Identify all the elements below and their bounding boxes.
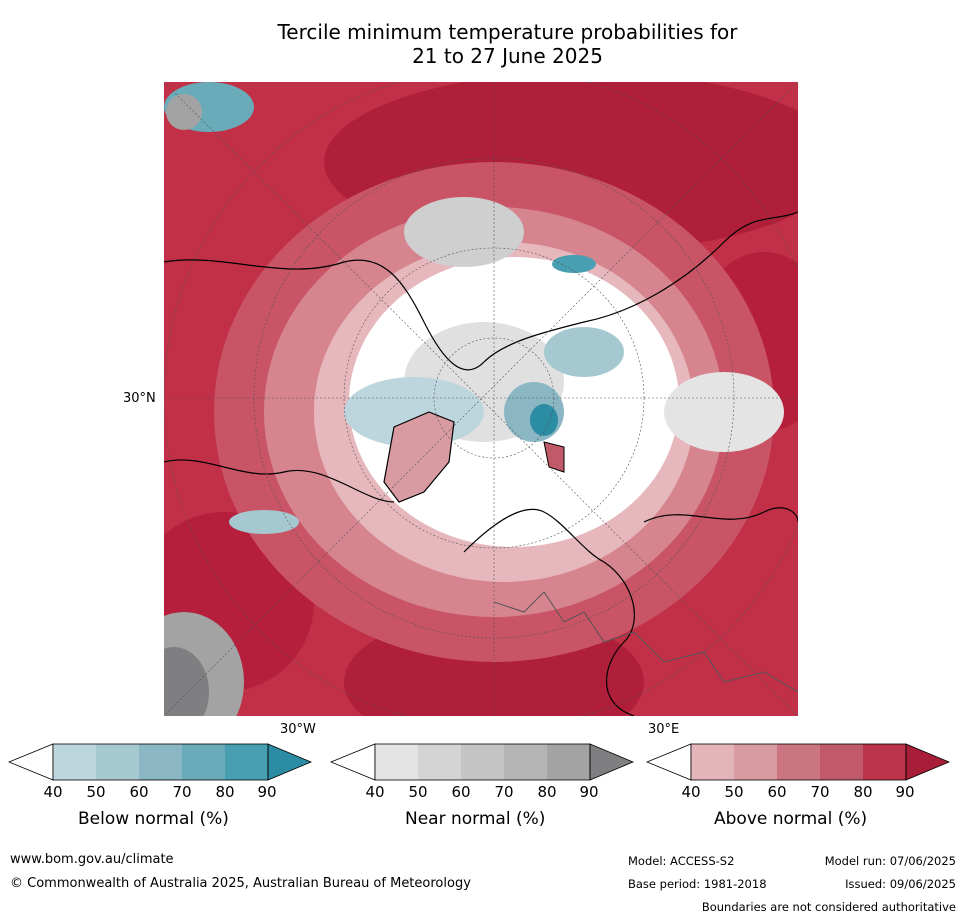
longitude-label-30w: 30°W	[280, 722, 316, 737]
tick-label: 80	[537, 783, 557, 801]
footer-base-period: Base period: 1981-2018	[628, 877, 767, 891]
footer-model-run: Model run: 07/06/2025	[824, 854, 956, 868]
legend-near-normal: 40 50 60 70 80 90 Near normal (%)	[330, 743, 635, 833]
graticule-meridian-diagonal-2	[164, 82, 798, 716]
coastline-north	[164, 211, 798, 371]
title-line-2: 21 to 27 June 2025	[412, 44, 603, 68]
colorbar-segment	[375, 744, 418, 780]
near-normal-strong-southwest	[164, 647, 209, 716]
legend-below-normal: 40 50 60 70 80 90 Below normal (%)	[8, 743, 313, 833]
colorbar-outline	[374, 743, 591, 781]
tick-label: 80	[853, 783, 873, 801]
colorbar-segment	[691, 744, 734, 780]
footer-url: www.bom.gov.au/climate	[10, 852, 174, 867]
colorbar-segment	[418, 744, 461, 780]
coastline-west	[164, 459, 395, 503]
legend-above-normal: 40 50 60 70 80 90 Above normal (%)	[646, 743, 951, 833]
map-title: Tercile minimum temperature probabilitie…	[0, 20, 965, 68]
tick-label: 70	[172, 783, 192, 801]
near-normal-patch-north	[404, 197, 524, 267]
colorbar-extend-low	[646, 743, 692, 781]
colorbar-segment	[547, 744, 590, 780]
tick-label: 40	[43, 783, 63, 801]
colorbar-near-normal	[330, 743, 635, 781]
title-line-1: Tercile minimum temperature probabilitie…	[277, 20, 738, 44]
colorbar-segment	[461, 744, 504, 780]
country-borders	[493, 591, 798, 693]
colorbar-segment	[96, 744, 139, 780]
footer-copyright: © Commonwealth of Australia 2025, Austra…	[10, 876, 471, 891]
colorbar-outline	[690, 743, 907, 781]
colorbar-above-normal	[646, 743, 951, 781]
legend-title-above-normal: Above normal (%)	[714, 809, 868, 829]
tick-label: 50	[724, 783, 744, 801]
colorbar-segment	[734, 744, 777, 780]
colorbar-segment	[504, 744, 547, 780]
footer-issued: Issued: 09/06/2025	[845, 877, 956, 891]
tick-label: 70	[494, 783, 514, 801]
footer-disclaimer: Boundaries are not considered authoritat…	[701, 900, 956, 914]
colorbar-outline	[52, 743, 269, 781]
longitude-label-30e: 30°E	[648, 722, 680, 737]
colorbar-segment	[863, 744, 906, 780]
tick-label: 50	[408, 783, 428, 801]
coastline-asia	[643, 507, 798, 523]
tick-label: 60	[129, 783, 149, 801]
colorbar-segment	[777, 744, 820, 780]
map-graphic	[164, 82, 798, 716]
greenland-outline	[383, 411, 455, 503]
colorbar-segment	[225, 744, 268, 780]
colorbar-extend-high	[905, 743, 951, 781]
colorbar-extend-high	[589, 743, 635, 781]
tick-label: 60	[767, 783, 787, 801]
legend-title-below-normal: Below normal (%)	[78, 809, 229, 829]
tick-label: 90	[895, 783, 915, 801]
legend-title-near-normal: Near normal (%)	[405, 809, 546, 829]
island-outline	[543, 441, 565, 473]
near-normal-patch-corner	[166, 94, 202, 130]
colorbar-extend-low	[8, 743, 54, 781]
colorbar-segment	[182, 744, 225, 780]
tick-label: 80	[215, 783, 235, 801]
below-normal-patch-siberia	[544, 327, 624, 377]
below-normal-patch-lake	[552, 255, 596, 273]
colorbar-segment	[139, 744, 182, 780]
below-normal-patch-atlantic	[229, 510, 299, 534]
tick-label: 70	[810, 783, 830, 801]
tick-label: 40	[365, 783, 385, 801]
coastline-europe	[463, 508, 635, 716]
tick-label: 50	[86, 783, 106, 801]
tick-label: 90	[257, 783, 277, 801]
near-normal-patch-east	[664, 372, 784, 452]
tick-label: 40	[681, 783, 701, 801]
tick-label: 90	[579, 783, 599, 801]
colorbar-extend-low	[330, 743, 376, 781]
colorbar-segment	[820, 744, 863, 780]
footer-model: Model: ACCESS-S2	[628, 854, 735, 868]
colorbar-below-normal	[8, 743, 313, 781]
colorbar-segment	[53, 744, 96, 780]
colorbar-extend-high	[267, 743, 313, 781]
polar-probability-map	[164, 82, 798, 716]
tick-label: 60	[451, 783, 471, 801]
latitude-label-30n: 30°N	[123, 391, 156, 406]
below-normal-core	[530, 404, 558, 436]
